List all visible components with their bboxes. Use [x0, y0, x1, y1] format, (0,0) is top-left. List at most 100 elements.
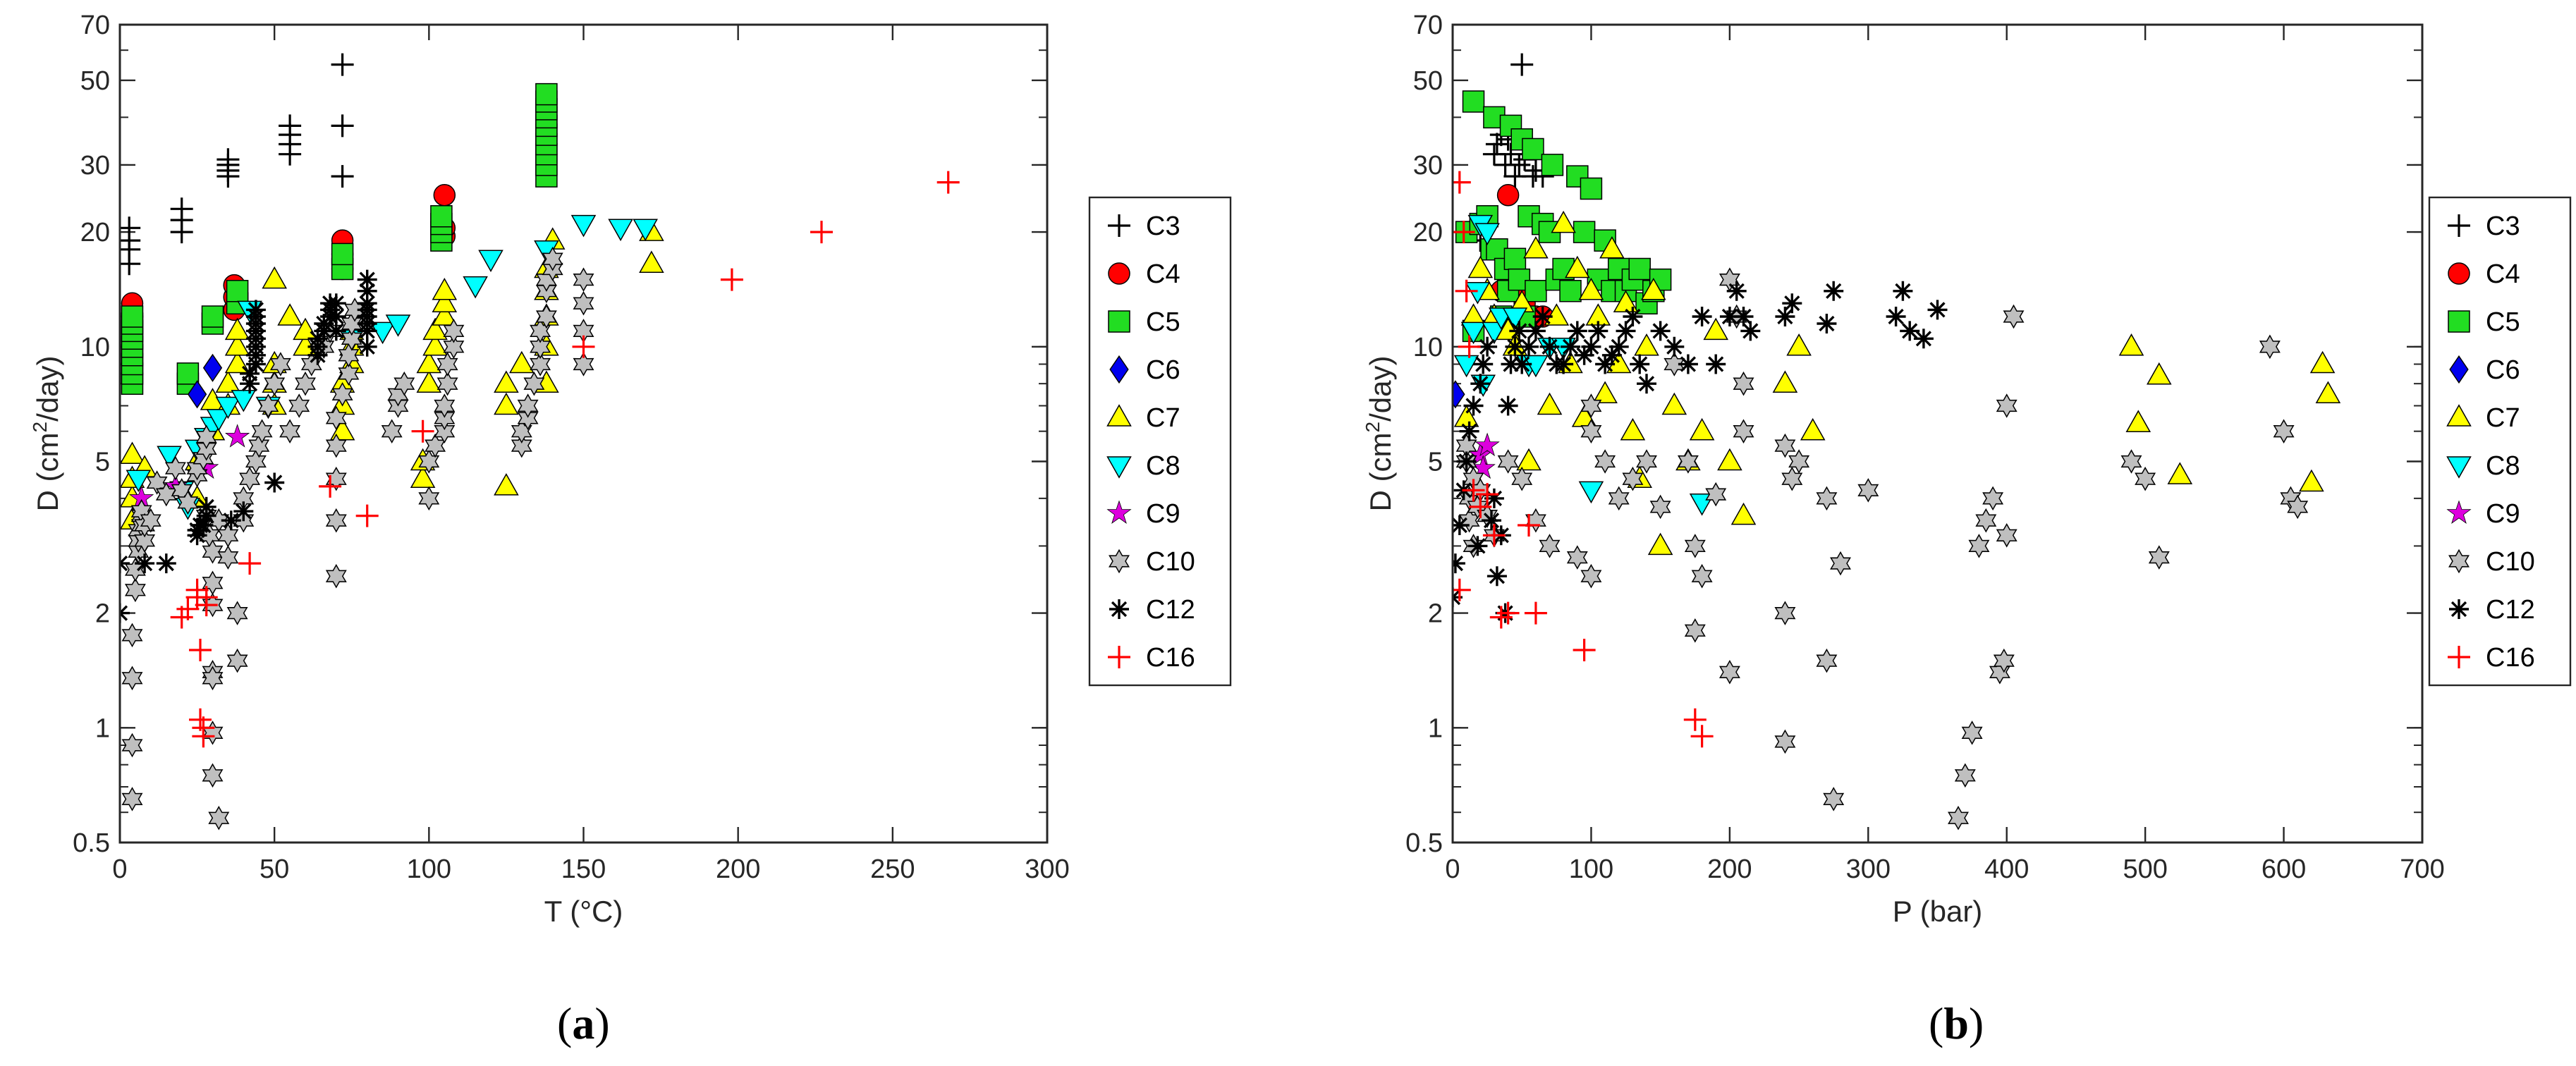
point-c16: [1476, 483, 1499, 506]
legend-marker-c3: [1108, 214, 1130, 237]
point-c5: [1573, 221, 1596, 243]
point-c10: [2003, 304, 2025, 329]
point-c12: [1567, 321, 1587, 341]
point-c5: [1541, 154, 1564, 176]
point-c12: [1553, 354, 1574, 374]
point-c5: [1503, 247, 1527, 270]
point-c7: [1661, 392, 1687, 415]
legend-marker-c10: [1109, 549, 1130, 574]
point-c7: [1537, 392, 1563, 415]
point-c3: [1485, 133, 1508, 156]
point-c7: [1551, 210, 1576, 233]
point-c7: [1599, 236, 1625, 259]
point-c12: [357, 281, 377, 301]
point-c12: [187, 525, 207, 546]
point-c5: [1580, 177, 1603, 200]
point-c16: [1482, 524, 1506, 547]
point-c10: [437, 371, 458, 396]
point-c12: [233, 501, 254, 522]
legend-label-c5: C5: [2486, 307, 2520, 337]
point-c7: [509, 350, 535, 374]
point-c10: [248, 433, 270, 458]
point-c16: [1455, 279, 1478, 302]
point-c10: [121, 666, 143, 691]
point-c7: [494, 392, 519, 415]
point-c7: [1578, 278, 1604, 300]
point-c10: [1961, 721, 1983, 745]
point-c10: [202, 666, 224, 691]
point-c3: [331, 165, 354, 188]
point-c10: [338, 343, 360, 368]
point-c10: [381, 419, 403, 443]
y-tick-label: 50: [80, 66, 110, 96]
point-c16: [936, 171, 960, 194]
point-c10: [2259, 334, 2281, 360]
point-c5: [226, 280, 249, 302]
legend-marker-c12: [1109, 599, 1129, 619]
point-c8: [463, 276, 488, 299]
point-c10: [437, 352, 458, 376]
point-c7: [1467, 255, 1494, 278]
point-c12: [1733, 307, 1754, 326]
y-axis-label-b: D (cm2/day): [1362, 356, 1397, 512]
point-c3: [1508, 153, 1531, 176]
point-c12: [193, 515, 214, 535]
legend-label-c6: C6: [1146, 355, 1180, 385]
point-c4: [433, 183, 456, 207]
point-c10: [1649, 494, 1671, 520]
point-c10: [1684, 618, 1706, 643]
legend-marker-c16: [2448, 646, 2470, 668]
point-c12: [1477, 336, 1498, 357]
point-c7: [2299, 469, 2324, 492]
plot-area-a: [120, 25, 1047, 843]
point-c7: [432, 278, 458, 300]
point-c7: [1717, 448, 1742, 471]
point-c7: [1786, 333, 1812, 356]
series-c6-b: [1453, 380, 1465, 409]
point-c10: [535, 304, 557, 329]
point-c7: [120, 441, 145, 465]
point-c7: [422, 317, 448, 341]
point-c7: [1800, 417, 1826, 441]
legend-label-c3: C3: [2486, 212, 2520, 241]
point-c16: [1573, 639, 1596, 661]
point-c10: [443, 334, 465, 360]
point-c10: [434, 405, 456, 431]
y-tick-label: 10: [1413, 333, 1443, 362]
point-c12: [1539, 336, 1560, 357]
point-c7: [1647, 532, 1673, 556]
point-c12: [1630, 354, 1650, 374]
point-c16: [1453, 578, 1471, 601]
point-c5: [331, 243, 354, 266]
point-c10: [434, 419, 456, 443]
point-c10: [264, 371, 286, 396]
legend-marker-c7: [1106, 404, 1132, 427]
point-c7: [416, 350, 442, 374]
point-c7: [1613, 290, 1639, 312]
point-c7: [1703, 317, 1728, 341]
point-c7: [1516, 448, 1542, 471]
point-c10: [511, 433, 532, 458]
point-c10: [1993, 648, 2015, 673]
point-c10: [1525, 508, 1546, 533]
point-c7: [1634, 333, 1659, 356]
point-c10: [217, 545, 239, 570]
point-c7: [1620, 417, 1646, 441]
x-axis-label-a: T (°C): [544, 895, 623, 928]
point-c10: [331, 382, 353, 407]
point-c10: [146, 470, 168, 495]
x-tick-label: 100: [1569, 854, 1613, 884]
x-tick-label: 100: [407, 854, 451, 884]
point-c10: [434, 393, 456, 418]
point-c16: [720, 268, 743, 291]
point-c5: [1525, 280, 1547, 302]
point-c12: [357, 336, 377, 357]
point-c7: [1689, 417, 1715, 441]
point-c7: [277, 303, 303, 326]
point-c7: [2309, 350, 2336, 374]
x-tick-label: 200: [1707, 854, 1752, 884]
point-c12: [1913, 329, 1934, 349]
point-c12: [1519, 336, 1539, 357]
point-c12: [1512, 354, 1532, 374]
point-c5: [430, 204, 453, 228]
